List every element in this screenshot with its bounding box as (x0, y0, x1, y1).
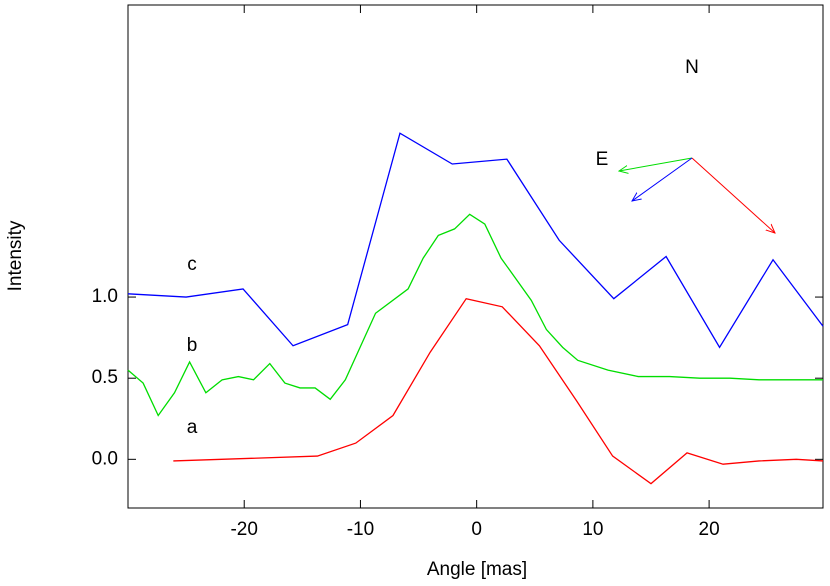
x-tick-label: -20 (230, 519, 257, 540)
plot-frame (127, 4, 824, 509)
series-label: a (187, 417, 198, 438)
compass-north: N (685, 57, 699, 78)
y-tick-label: 0.0 (92, 448, 118, 469)
compass-arrow (619, 157, 693, 171)
y-tick-label: 0.5 (92, 367, 118, 388)
x-tick-label: 20 (699, 519, 720, 540)
compass-east: E (596, 149, 609, 170)
data-line (127, 213, 823, 417)
x-axis-label: Angle [mas] (427, 559, 527, 580)
y-axis-label: Intensity (5, 220, 26, 291)
compass-arrow (632, 157, 693, 201)
x-tick-label: -10 (347, 519, 374, 540)
data-line (173, 297, 824, 485)
y-tick-label: 1.0 (92, 286, 118, 307)
series-label: b (187, 335, 198, 356)
compass-arrow (691, 157, 775, 233)
x-tick-label: 10 (582, 519, 603, 540)
x-tick-label: 0 (471, 519, 482, 540)
series-label: c (187, 254, 197, 275)
data-line (127, 132, 824, 349)
